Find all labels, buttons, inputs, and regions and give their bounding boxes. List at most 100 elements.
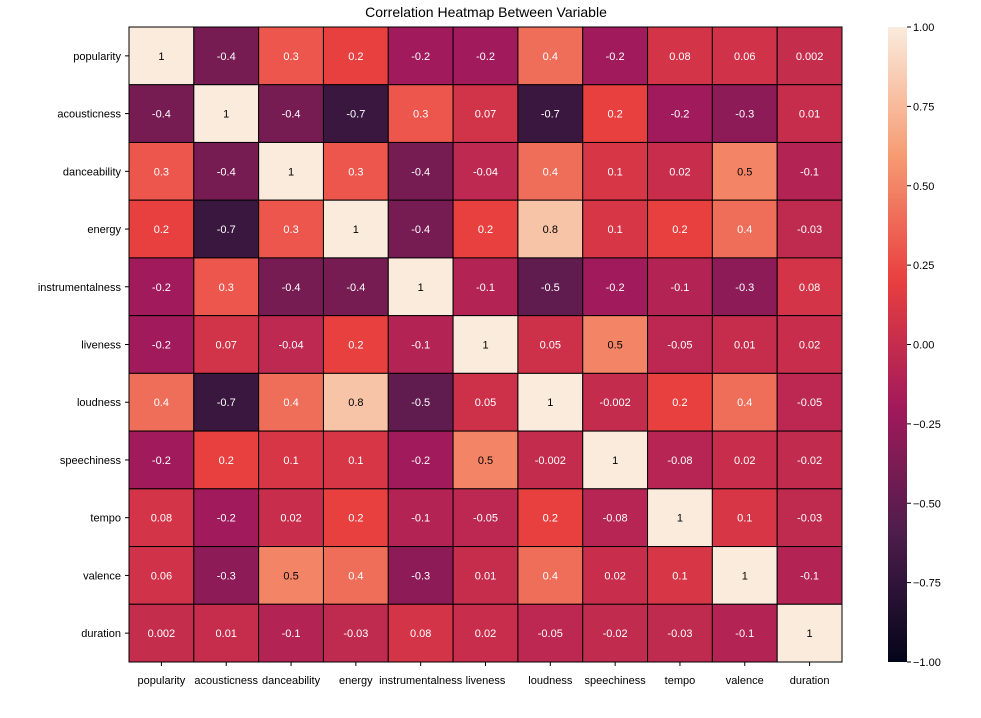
cell-label-danceability-acousticness: -0.4 xyxy=(217,166,236,178)
cell-label-acousticness-loudness: -0.7 xyxy=(541,109,560,121)
cell-label-energy-valence: 0.4 xyxy=(737,224,752,236)
heatmap-cell-loudness-energy xyxy=(322,372,389,432)
heatmap-cell-popularity-valence xyxy=(711,26,778,86)
heatmap-cell-energy-valence xyxy=(711,199,778,259)
cell-label-acousticness-popularity: -0.4 xyxy=(152,109,171,121)
cell-label-loudness-duration: -0.05 xyxy=(797,397,822,409)
cell-label-tempo-popularity: 0.08 xyxy=(151,513,172,525)
cell-label-valence-energy: 0.4 xyxy=(348,570,363,582)
heatmap-cell-acousticness-liveness xyxy=(452,84,519,143)
cell-label-acousticness-energy: -0.7 xyxy=(346,109,365,121)
cell-label-tempo-danceability: 0.02 xyxy=(280,513,301,525)
cell-label-danceability-danceability: 1 xyxy=(288,166,294,178)
heatmap-cell-energy-danceability xyxy=(258,199,324,259)
heatmap-cell-instrumentalness-tempo xyxy=(647,257,713,317)
cell-label-danceability-tempo: 0.02 xyxy=(669,166,690,178)
heatmap-cell-tempo-duration xyxy=(776,488,843,548)
heatmap-cell-instrumentalness-instrumentalness xyxy=(387,257,454,317)
cell-label-loudness-tempo: 0.2 xyxy=(672,397,687,409)
cell-label-popularity-liveness: -0.2 xyxy=(476,51,495,63)
cell-label-energy-speechiness: 0.1 xyxy=(607,224,622,236)
x-tick-label-duration: duration xyxy=(790,675,830,687)
heatmap-cell-energy-liveness xyxy=(452,199,519,259)
cell-label-energy-instrumentalness: -0.4 xyxy=(411,224,430,236)
heatmap-cell-danceability-danceability xyxy=(258,141,324,201)
colorbar-gradient xyxy=(888,27,907,662)
cell-label-instrumentalness-duration: 0.08 xyxy=(799,282,820,294)
cell-label-acousticness-acousticness: 1 xyxy=(223,109,229,121)
heatmap-cell-speechiness-valence xyxy=(711,430,778,490)
x-tick-labels: popularity acousticness danceability energy… xyxy=(138,662,830,687)
heatmap-cell-acousticness-popularity xyxy=(128,84,195,143)
heatmap-cell-instrumentalness-energy xyxy=(322,257,389,317)
heatmap-cell-loudness-liveness xyxy=(452,372,519,432)
cell-label-popularity-acousticness: -0.4 xyxy=(217,51,236,63)
heatmap-cell-acousticness-tempo xyxy=(647,84,713,143)
cell-label-speechiness-energy: 0.1 xyxy=(348,455,363,467)
heatmap-cell-energy-loudness xyxy=(517,199,584,259)
cell-label-instrumentalness-danceability: -0.4 xyxy=(282,282,301,294)
cell-label-tempo-acousticness: -0.2 xyxy=(217,513,236,525)
cell-label-tempo-speechiness: -0.08 xyxy=(603,513,628,525)
heatmap-cell-instrumentalness-duration xyxy=(776,257,843,317)
cell-label-liveness-energy: 0.2 xyxy=(348,340,363,352)
cell-label-valence-speechiness: 0.02 xyxy=(604,570,625,582)
colorbar-tick-label: 0.25 xyxy=(913,260,934,272)
cell-label-popularity-duration: 0.002 xyxy=(796,51,824,63)
heatmap-cell-instrumentalness-acousticness xyxy=(193,257,260,317)
cell-label-instrumentalness-loudness: -0.5 xyxy=(541,282,560,294)
heatmap-cell-loudness-speechiness xyxy=(582,372,649,432)
y-tick-label-popularity: popularity xyxy=(73,51,121,63)
cell-label-liveness-popularity: -0.2 xyxy=(152,340,171,352)
heatmap-cell-valence-tempo xyxy=(647,546,713,605)
cell-label-danceability-loudness: 0.4 xyxy=(543,166,558,178)
heatmap-cell-duration-duration xyxy=(776,603,843,663)
y-tick-label-energy: energy xyxy=(87,224,121,236)
heatmap-cell-tempo-loudness xyxy=(517,488,584,548)
cell-label-valence-liveness: 0.01 xyxy=(475,570,496,582)
colorbar-tick-label: −0.50 xyxy=(913,498,941,510)
cell-label-speechiness-acousticness: 0.2 xyxy=(219,455,234,467)
cell-label-liveness-liveness: 1 xyxy=(482,340,488,352)
heatmap-cell-duration-valence xyxy=(711,603,778,663)
cell-label-speechiness-loudness: -0.002 xyxy=(535,455,566,467)
heatmap-cell-instrumentalness-popularity xyxy=(128,257,195,317)
heatmap-cell-duration-liveness xyxy=(452,603,519,663)
heatmap-cell-speechiness-acousticness xyxy=(193,430,260,490)
cell-label-tempo-energy: 0.2 xyxy=(348,513,363,525)
colorbar-tick-label: 1.00 xyxy=(913,22,934,34)
heatmap-cell-speechiness-instrumentalness xyxy=(387,430,454,490)
cell-label-acousticness-tempo: -0.2 xyxy=(670,109,689,121)
cell-label-liveness-tempo: -0.05 xyxy=(667,340,692,352)
heatmap-cell-acousticness-danceability xyxy=(258,84,324,143)
x-tick-label-energy: energy xyxy=(339,675,373,687)
cell-label-danceability-duration: -0.1 xyxy=(800,166,819,178)
cell-label-loudness-popularity: 0.4 xyxy=(154,397,169,409)
heatmap-cell-loudness-tempo xyxy=(647,372,713,432)
heatmap-cell-speechiness-duration xyxy=(776,430,843,490)
cell-label-valence-valence: 1 xyxy=(742,570,748,582)
heatmap-cell-speechiness-loudness xyxy=(517,430,584,490)
heatmap-cell-liveness-popularity xyxy=(128,315,195,374)
heatmap-cell-danceability-instrumentalness xyxy=(387,141,454,201)
heatmap-cell-energy-tempo xyxy=(647,199,713,259)
cell-label-speechiness-liveness: 0.5 xyxy=(478,455,493,467)
cell-label-popularity-tempo: 0.08 xyxy=(669,51,690,63)
y-tick-label-tempo: tempo xyxy=(90,513,121,525)
heatmap-cell-valence-energy xyxy=(322,546,389,605)
x-tick-label-acousticness: acousticness xyxy=(194,675,258,687)
cell-label-speechiness-instrumentalness: -0.2 xyxy=(411,455,430,467)
x-tick-label-danceability: danceability xyxy=(262,675,321,687)
cell-label-tempo-tempo: 1 xyxy=(677,513,683,525)
heatmap-cell-instrumentalness-valence xyxy=(711,257,778,317)
heatmap-cell-valence-danceability xyxy=(258,546,324,605)
heatmap-cell-acousticness-loudness xyxy=(517,84,584,143)
cell-label-liveness-speechiness: 0.5 xyxy=(607,340,622,352)
heatmap-cell-duration-danceability xyxy=(258,603,324,663)
cell-label-tempo-valence: 0.1 xyxy=(737,513,752,525)
heatmap-cell-speechiness-speechiness xyxy=(582,430,649,490)
y-tick-label-duration: duration xyxy=(81,628,121,640)
cell-label-liveness-instrumentalness: -0.1 xyxy=(411,340,430,352)
cell-label-energy-danceability: 0.3 xyxy=(283,224,298,236)
